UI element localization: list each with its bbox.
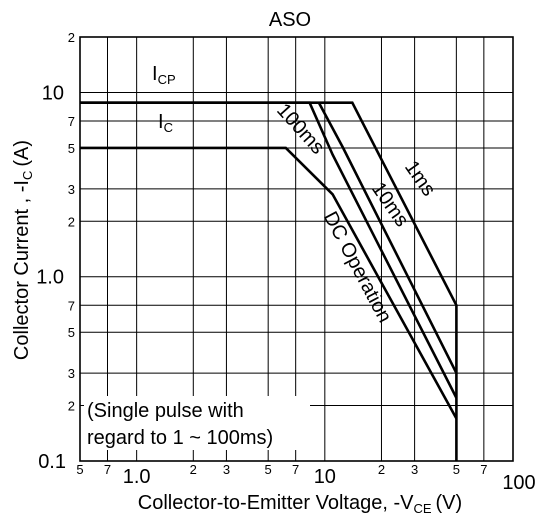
y-tick-label: 3 bbox=[68, 182, 75, 197]
series-line-1ms bbox=[80, 101, 458, 461]
y-tick-label: 5 bbox=[68, 141, 75, 156]
x-tick-label: 3 bbox=[223, 462, 230, 477]
y-tick-label: 2 bbox=[68, 30, 75, 45]
x-axis-label: Collector-to-Emitter Voltage, -VCE (V) bbox=[138, 492, 462, 516]
x-axis-label-sub: CE bbox=[413, 501, 431, 516]
x-tick-label: 5 bbox=[453, 462, 460, 477]
plot-frame bbox=[79, 36, 514, 462]
y-tick-label: 7 bbox=[68, 114, 75, 129]
x-tick-label: 100 bbox=[502, 472, 535, 494]
chart-title: ASO bbox=[269, 9, 311, 31]
x-tick-label: 7 bbox=[480, 462, 487, 477]
y-axis-label-sub: C bbox=[20, 171, 35, 180]
x-tick-label: 7 bbox=[292, 462, 299, 477]
x-axis-label-unit: (V) bbox=[436, 492, 463, 514]
note-line-2: regard to 1 ~ 100ms) bbox=[87, 427, 273, 449]
x-tick-label: 2 bbox=[378, 462, 385, 477]
y-axis-label-main: Collector Current , -I bbox=[11, 180, 33, 360]
x-tick-label: 5 bbox=[265, 462, 272, 477]
tick-labels: 5 7 1.0 2 3 5 7 10 2 3 5 7 100 0.1 2 3 5 7 1.0 2 3 5 7 10 2 bbox=[36, 30, 536, 494]
y-tick-label: 10 bbox=[42, 82, 64, 104]
x-tick-label: 2 bbox=[190, 462, 197, 477]
x-tick-label: 10 bbox=[314, 466, 336, 488]
y-tick-label: 7 bbox=[68, 298, 75, 313]
y-tick-label: 2 bbox=[68, 214, 75, 229]
label-1ms: 1ms bbox=[400, 157, 440, 201]
annotation-ic: IC bbox=[158, 111, 173, 135]
label-dc-operation: DC Operation bbox=[319, 208, 396, 326]
y-tick-label: 5 bbox=[68, 325, 75, 340]
note-background bbox=[84, 396, 310, 450]
note-line-1: (Single pulse with bbox=[87, 400, 244, 422]
series-line-dc-operation bbox=[80, 146, 458, 420]
y-tick-label: 2 bbox=[68, 399, 75, 414]
x-tick-label: 1.0 bbox=[123, 466, 151, 488]
x-axis-label-main: Collector-to-Emitter Voltage, -V bbox=[138, 492, 414, 514]
x-tick-label: 5 bbox=[76, 462, 83, 477]
y-tick-label: 0.1 bbox=[38, 451, 66, 473]
series-lines bbox=[80, 101, 458, 461]
x-tick-label: 7 bbox=[104, 462, 111, 477]
series-line-10ms bbox=[317, 102, 458, 374]
y-tick-label: 3 bbox=[68, 366, 75, 381]
x-tick-label: 3 bbox=[411, 462, 418, 477]
y-axis-label-unit: (A) bbox=[11, 140, 33, 167]
y-tick-label: 1.0 bbox=[36, 267, 64, 289]
y-axis-label: Collector Current , -IC (A) bbox=[11, 140, 35, 360]
annotation-icp: ICP bbox=[152, 63, 176, 87]
